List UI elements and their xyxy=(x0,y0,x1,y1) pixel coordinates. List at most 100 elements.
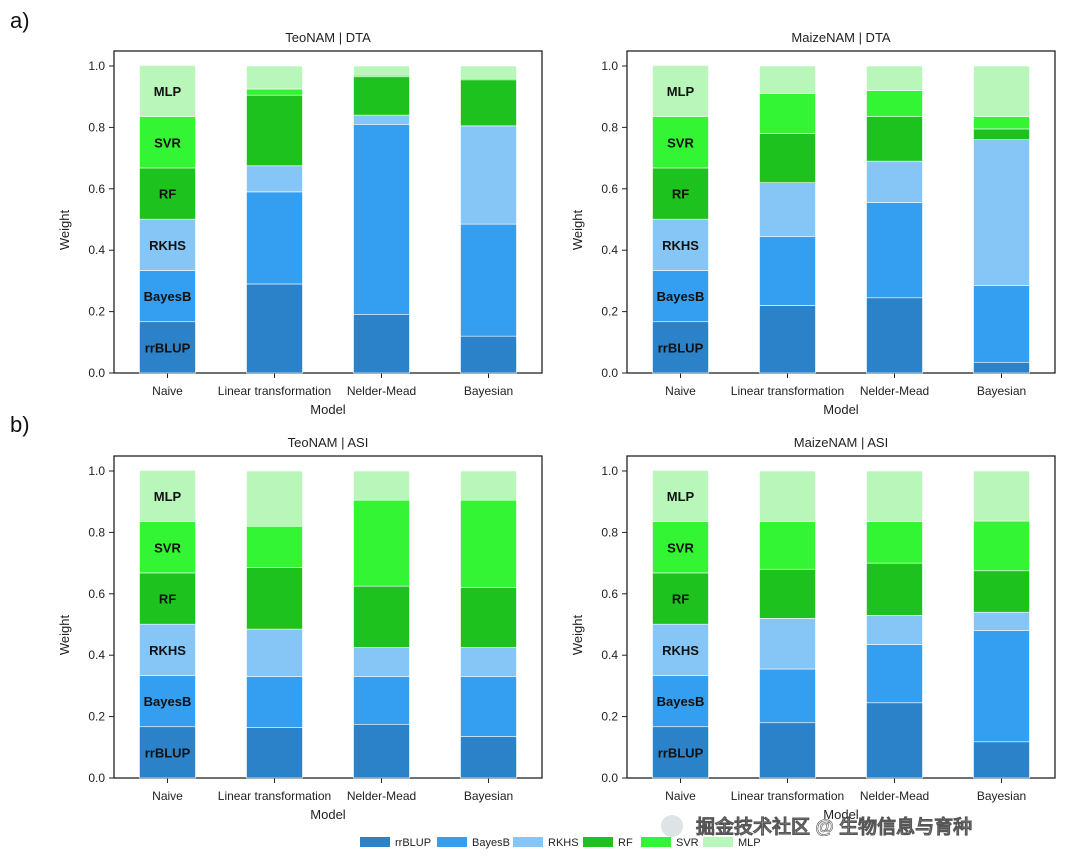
bar-segment-rrblup-bayesian xyxy=(973,741,1030,779)
y-tick-label: 0.0 xyxy=(601,771,618,785)
segment-label: BayesB xyxy=(657,289,705,304)
y-tick-label: 0.0 xyxy=(88,771,105,785)
y-tick-label: 0.4 xyxy=(601,243,618,257)
bar-segment-rf-naive xyxy=(139,167,196,220)
legend-swatch-mlp xyxy=(703,837,733,847)
bar-segment-rkhs-linear-transformation xyxy=(759,618,816,670)
plot-frame xyxy=(113,50,543,374)
segment-label: RF xyxy=(159,187,176,202)
segment-label: SVR xyxy=(667,540,694,555)
y-tick-label: 1.0 xyxy=(88,59,105,73)
bar-segment-rkhs-nelder-mead xyxy=(866,614,923,645)
x-axis-label: Model xyxy=(823,807,859,822)
bar-segment-svr-naive xyxy=(652,521,709,574)
bar-segment-rf-linear-transformation xyxy=(759,568,816,619)
legend-label-rrblup: rrBLUP xyxy=(395,837,431,849)
y-tick-label: 0.8 xyxy=(601,120,618,134)
legend-swatch-svr xyxy=(641,837,671,847)
legend-swatch-rkhs xyxy=(513,837,543,847)
y-tick-label: 0.2 xyxy=(601,710,618,724)
bar-segment-svr-naive xyxy=(652,116,709,169)
segment-label: SVR xyxy=(154,135,181,150)
y-axis-label: Weight xyxy=(57,210,72,251)
legend: rrBLUP BayesB RKHS RF SVR MLP xyxy=(360,837,761,849)
segment-label: MLP xyxy=(667,84,695,99)
watermark-logo-icon xyxy=(661,815,683,837)
segment-label: RF xyxy=(672,187,689,202)
x-tick-label: Linear transformation xyxy=(731,384,844,398)
chart-title: TeoNAM | ASI xyxy=(288,435,369,450)
bar-segment-bayesb-bayesian xyxy=(973,285,1030,363)
bar-segment-rrblup-linear-transformation xyxy=(759,305,816,374)
row-label-b: b) xyxy=(10,412,30,437)
bar-segment-mlp-linear-transformation xyxy=(246,470,303,527)
x-tick-label: Naive xyxy=(152,789,183,803)
bar-segment-mlp-bayesian xyxy=(973,65,1030,117)
bar-segment-svr-nelder-mead xyxy=(866,521,923,564)
watermark-text: 掘金技术社区 @ 生物信息与育种 xyxy=(696,815,972,838)
segment-label: rrBLUP xyxy=(145,745,191,760)
y-axis-label: Weight xyxy=(570,210,585,251)
segment-label: MLP xyxy=(154,84,182,99)
segment-label: BayesB xyxy=(657,694,705,709)
x-tick-label: Naive xyxy=(665,789,696,803)
bar-segment-bayesb-naive xyxy=(139,270,196,323)
bar-segment-rkhs-naive xyxy=(652,218,709,271)
bar-segment-rf-linear-transformation xyxy=(759,133,816,183)
legend-label-svr: SVR xyxy=(676,837,699,849)
segment-label: RF xyxy=(159,592,176,607)
y-tick-label: 0.8 xyxy=(88,120,105,134)
bar-segment-rkhs-naive xyxy=(139,218,196,271)
y-tick-label: 0.4 xyxy=(88,243,105,257)
y-tick-label: 0.4 xyxy=(601,648,618,662)
bar-segment-rkhs-bayesian xyxy=(460,125,517,225)
x-tick-label: Linear transformation xyxy=(731,789,844,803)
bar-segment-mlp-naive xyxy=(652,65,709,117)
bar-segment-bayesb-bayesian xyxy=(973,630,1030,743)
bar-segment-rrblup-linear-transformation xyxy=(246,283,303,374)
legend-swatch-rf xyxy=(583,837,613,847)
row-label-a: a) xyxy=(10,8,30,33)
bar-segment-mlp-naive xyxy=(652,470,709,522)
segment-label: SVR xyxy=(667,135,694,150)
bar-segment-mlp-nelder-mead xyxy=(866,65,923,91)
bar-segment-bayesb-linear-transformation xyxy=(759,236,816,306)
y-tick-label: 0.6 xyxy=(88,182,105,196)
bar-segment-rrblup-nelder-mead xyxy=(353,723,410,779)
bar-segment-mlp-bayesian xyxy=(973,470,1030,522)
plot-frame xyxy=(113,455,543,779)
x-tick-label: Nelder-Mead xyxy=(860,384,929,398)
bar-segment-rrblup-nelder-mead xyxy=(866,702,923,779)
bar-segment-rf-naive xyxy=(652,572,709,625)
bar-segment-bayesb-nelder-mead xyxy=(866,202,923,299)
chart-title: MaizeNAM | ASI xyxy=(794,435,888,450)
y-tick-label: 0.6 xyxy=(88,587,105,601)
x-tick-label: Nelder-Mead xyxy=(347,384,416,398)
bar-segment-rf-nelder-mead xyxy=(353,585,410,648)
bar-segment-rf-bayesian xyxy=(973,128,1030,140)
bar-segment-rkhs-bayesian xyxy=(460,647,517,677)
legend-label-rf: RF xyxy=(618,837,633,849)
bar-segment-bayesb-nelder-mead xyxy=(353,676,410,725)
segment-label: BayesB xyxy=(144,694,192,709)
x-tick-label: Linear transformation xyxy=(218,789,331,803)
segment-label: SVR xyxy=(154,540,181,555)
legend-swatch-rrblup xyxy=(360,837,390,847)
bar-segment-rrblup-naive xyxy=(652,726,709,779)
bar-segment-svr-bayesian xyxy=(973,520,1030,572)
bar-segment-bayesb-naive xyxy=(139,675,196,728)
bar-segment-mlp-bayesian xyxy=(460,65,517,79)
bar-segment-bayesb-bayesian xyxy=(460,676,517,737)
segment-label: rrBLUP xyxy=(145,340,191,355)
bar-segment-mlp-linear-transformation xyxy=(759,470,816,522)
bar-segment-bayesb-bayesian xyxy=(460,223,517,337)
bar-segment-rkhs-bayesian xyxy=(973,139,1030,286)
bar-segment-rrblup-linear-transformation xyxy=(759,722,816,779)
x-tick-label: Naive xyxy=(152,384,183,398)
bar-segment-rrblup-nelder-mead xyxy=(866,297,923,374)
bar-segment-mlp-bayesian xyxy=(460,470,517,501)
bar-segment-rf-bayesian xyxy=(460,79,517,127)
x-tick-label: Bayesian xyxy=(464,789,513,803)
watermark: 掘金技术社区 @ 生物信息与育种 xyxy=(661,815,972,838)
bar-segment-svr-bayesian xyxy=(973,116,1030,130)
